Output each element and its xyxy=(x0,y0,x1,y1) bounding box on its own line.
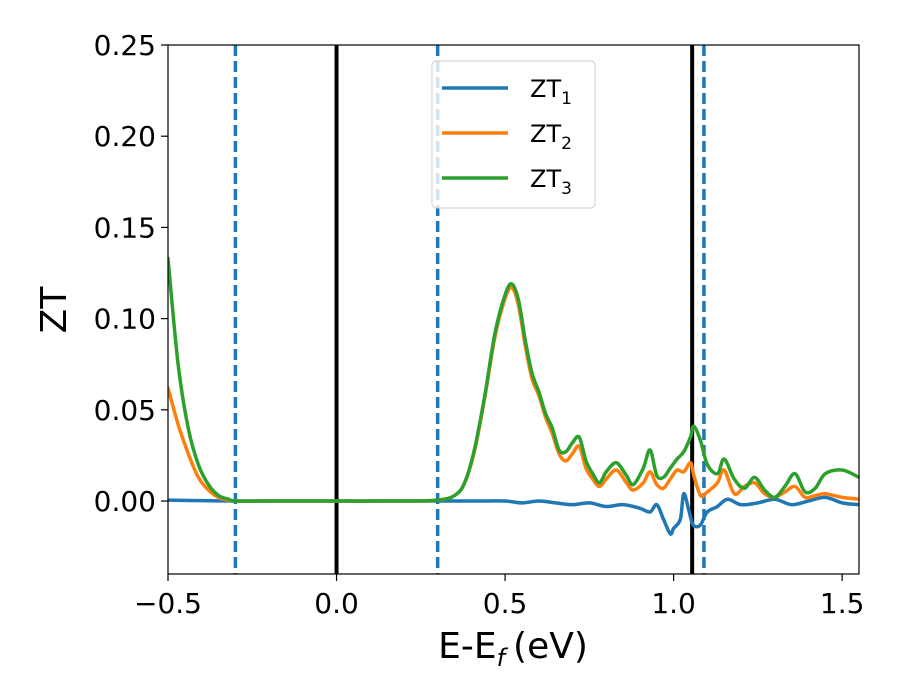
x-axis: −0.5 0.0 0.5 1.0 1.5 xyxy=(134,574,864,620)
legend-label-3: ZT3 xyxy=(530,165,572,199)
plot-frame xyxy=(167,44,860,575)
y-tick-label: 0.20 xyxy=(94,120,156,153)
x-axis-label: E-Ef (eV) xyxy=(438,626,588,672)
y-tick-label: 0.05 xyxy=(94,394,156,427)
y-tick-label: 0.00 xyxy=(94,485,156,518)
y-axis: 0.00 0.05 0.10 0.15 0.20 0.25 xyxy=(94,29,168,518)
legend: ZT1 ZT2 ZT3 xyxy=(431,60,596,209)
x-tick-label: 1.5 xyxy=(820,587,865,620)
legend-label-1: ZT1 xyxy=(530,75,572,109)
x-tick-label: 1.0 xyxy=(651,587,696,620)
x-tick-label: 0.5 xyxy=(483,587,528,620)
x-tick-label: −0.5 xyxy=(134,587,202,620)
y-tick-label: 0.15 xyxy=(94,211,156,244)
legend-label-2: ZT2 xyxy=(530,120,572,154)
y-tick-label: 0.10 xyxy=(94,303,156,336)
legend-box xyxy=(431,60,596,209)
series-line-3 xyxy=(168,256,859,503)
series-line-1 xyxy=(168,491,859,536)
y-axis-label: ZT xyxy=(34,286,75,334)
x-tick-label: 0.0 xyxy=(314,587,359,620)
series-lines xyxy=(168,256,859,536)
y-tick-label: 0.25 xyxy=(94,29,156,62)
